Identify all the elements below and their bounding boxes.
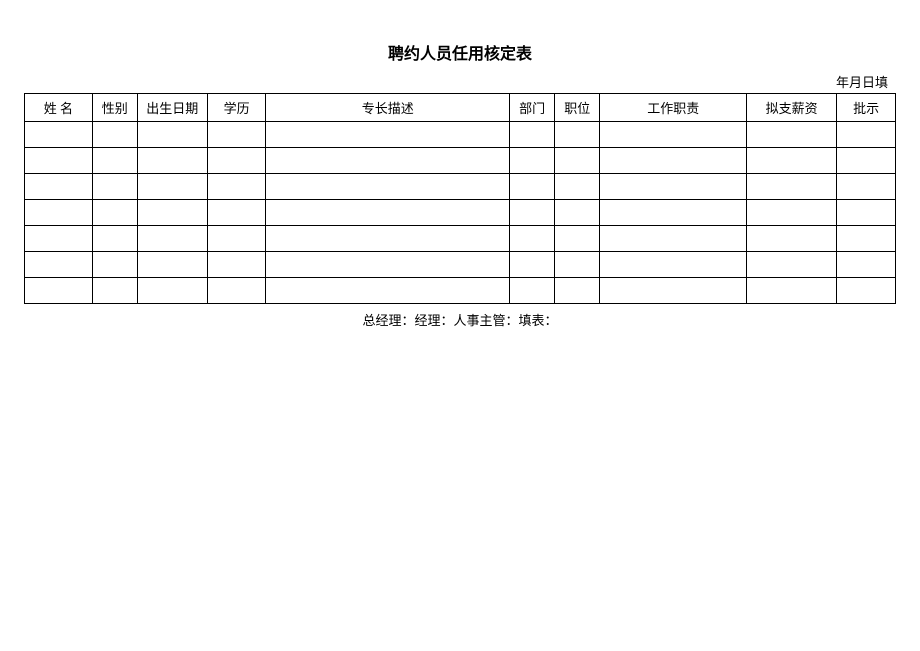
table-cell [600,252,747,278]
table-cell [25,226,93,252]
table-cell [747,148,837,174]
table-row [25,226,896,252]
table-header-cell: 批示 [837,94,896,122]
table-cell [555,174,600,200]
table-cell [600,122,747,148]
table-header-cell: 专长描述 [266,94,510,122]
footer-signatures: 总经理：经理：人事主管：填表： [24,310,896,329]
table-cell [837,226,896,252]
table-cell [207,226,266,252]
page-title: 聘约人员任用核定表 [24,40,896,64]
table-cell [137,122,207,148]
table-cell [747,200,837,226]
table-row [25,122,896,148]
table-cell [555,226,600,252]
table-cell [137,252,207,278]
table-cell [207,278,266,304]
table-header-row: 姓 名性别出生日期学历专长描述部门职位工作职责拟支薪资批示 [25,94,896,122]
table-cell [137,200,207,226]
table-cell [510,252,555,278]
table-cell [92,226,137,252]
table-cell [600,278,747,304]
table-header-cell: 姓 名 [25,94,93,122]
table-cell [92,148,137,174]
table-cell [600,226,747,252]
table-cell [137,278,207,304]
table-cell [25,122,93,148]
table-cell [92,278,137,304]
table-cell [747,174,837,200]
table-cell [747,226,837,252]
table-cell [25,252,93,278]
table-cell [92,174,137,200]
table-cell [207,148,266,174]
table-cell [266,200,510,226]
date-fill-label: 年月日填 [24,72,896,91]
table-cell [600,174,747,200]
table-header-cell: 出生日期 [137,94,207,122]
table-cell [25,278,93,304]
table-cell [510,148,555,174]
table-header-cell: 部门 [510,94,555,122]
table-row [25,278,896,304]
table-cell [92,200,137,226]
table-header-cell: 拟支薪资 [747,94,837,122]
table-cell [207,200,266,226]
table-cell [600,148,747,174]
table-cell [266,226,510,252]
table-header-cell: 职位 [555,94,600,122]
table-cell [207,174,266,200]
table-cell [92,252,137,278]
table-cell [555,252,600,278]
table-cell [510,174,555,200]
table-cell [600,200,747,226]
table-cell [837,174,896,200]
table-cell [837,122,896,148]
table-cell [137,226,207,252]
table-cell [555,148,600,174]
table-cell [510,200,555,226]
table-cell [25,148,93,174]
approval-table: 姓 名性别出生日期学历专长描述部门职位工作职责拟支薪资批示 [24,93,896,304]
table-cell [747,252,837,278]
table-cell [747,278,837,304]
table-cell [266,278,510,304]
table-cell [510,278,555,304]
table-cell [207,252,266,278]
table-cell [137,148,207,174]
table-cell [92,122,137,148]
table-cell [137,174,207,200]
table-cell [266,252,510,278]
table-cell [555,200,600,226]
table-row [25,252,896,278]
table-cell [837,252,896,278]
table-cell [25,174,93,200]
table-cell [25,200,93,226]
table-header-cell: 工作职责 [600,94,747,122]
table-row [25,148,896,174]
table-cell [266,174,510,200]
table-cell [837,278,896,304]
table-cell [510,122,555,148]
table-cell [207,122,266,148]
table-cell [747,122,837,148]
table-cell [555,122,600,148]
table-row [25,174,896,200]
table-cell [266,148,510,174]
table-cell [837,200,896,226]
table-cell [266,122,510,148]
table-cell [555,278,600,304]
table-cell [837,148,896,174]
table-header-cell: 性别 [92,94,137,122]
table-row [25,200,896,226]
table-header-cell: 学历 [207,94,266,122]
table-cell [510,226,555,252]
